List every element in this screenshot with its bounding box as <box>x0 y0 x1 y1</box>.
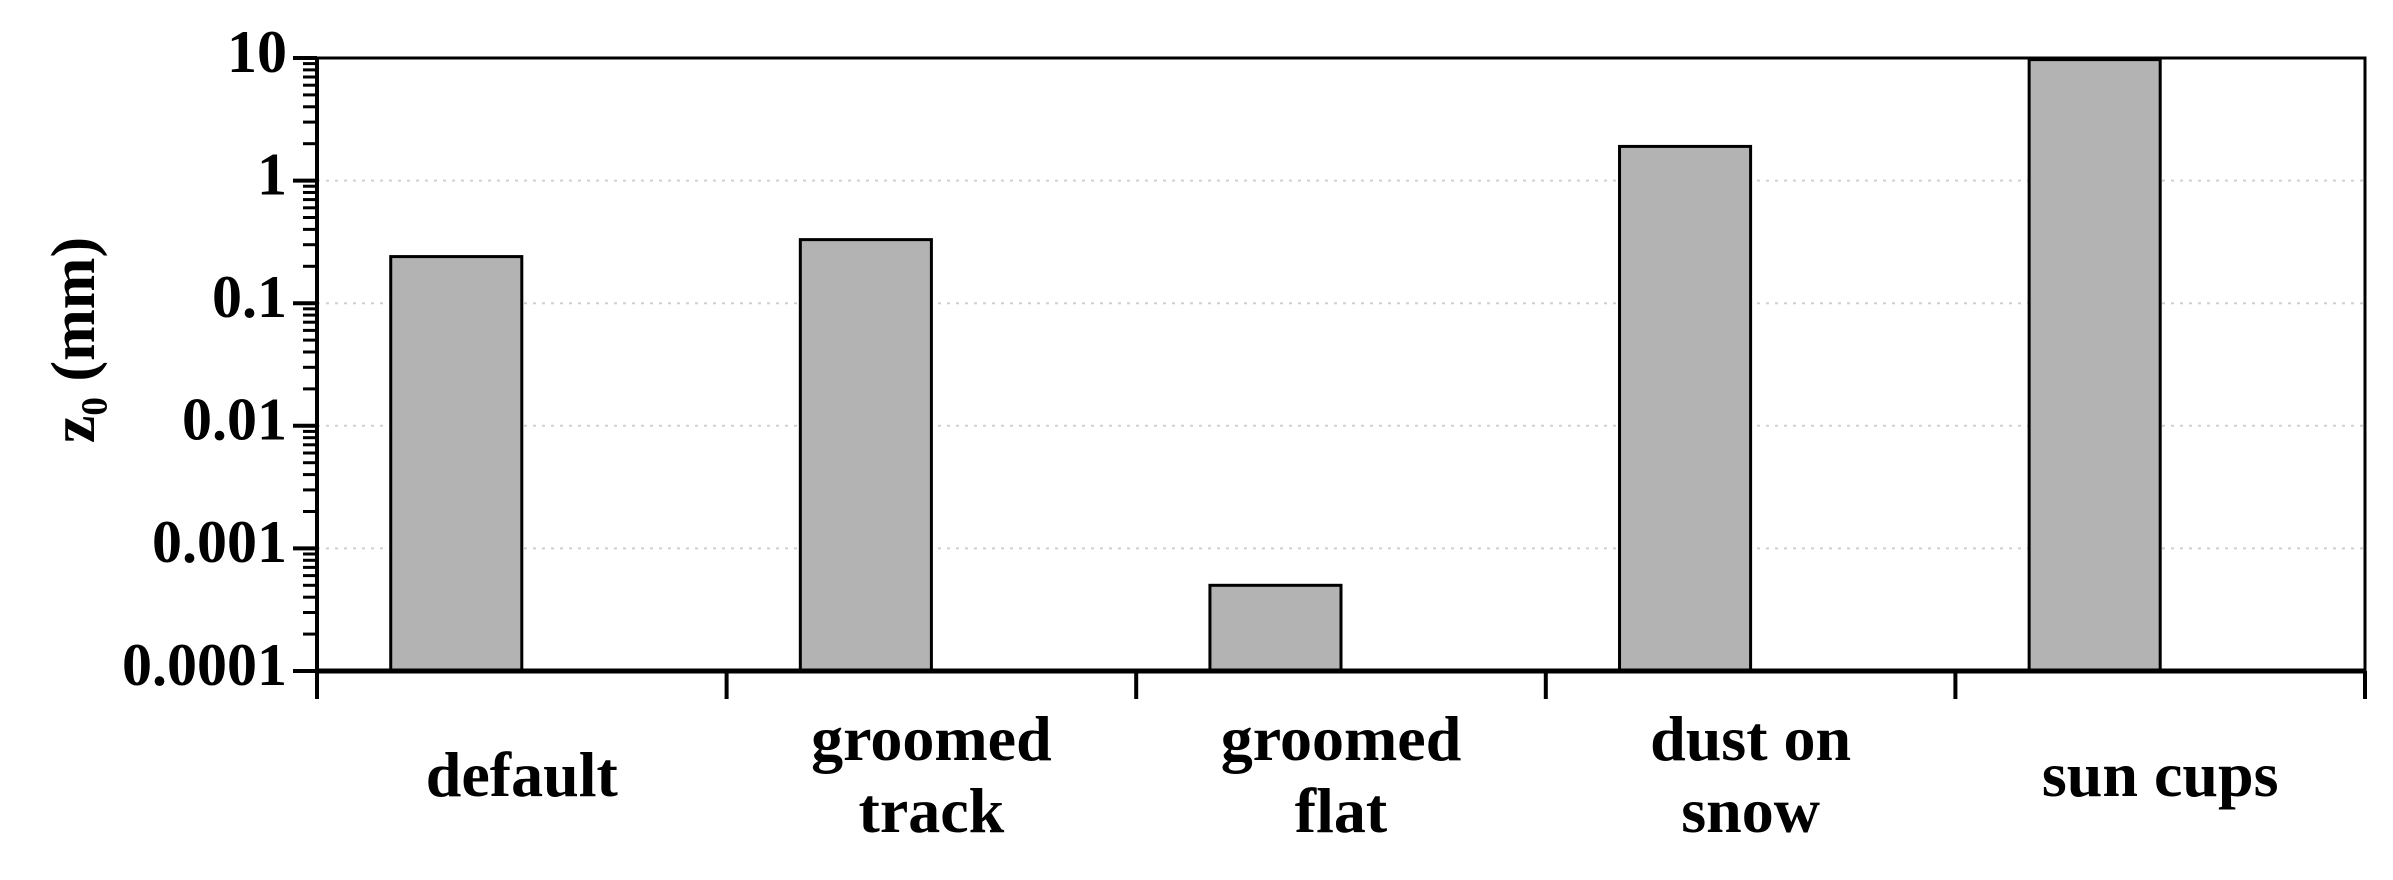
x-tick-label: sun cups <box>2041 739 2279 810</box>
x-tick-label: dust on snow <box>1650 703 1852 846</box>
x-tick-label: groomed track <box>811 703 1052 846</box>
y-tick-label: 0.1 <box>212 264 287 330</box>
y-axis-label: z₀ (mm) <box>40 237 108 443</box>
bar <box>798 238 933 673</box>
y-tick-label: 0.01 <box>182 387 287 453</box>
y-tick-label: 0.0001 <box>122 632 287 698</box>
bar <box>2027 58 2162 673</box>
y-tick-label: 10 <box>227 19 287 85</box>
y-tick-label: 1 <box>257 141 287 207</box>
y-tick-label: 0.001 <box>152 509 287 575</box>
x-tick-label: groomed flat <box>1220 703 1462 846</box>
x-tick-label: default <box>425 739 618 810</box>
bar <box>389 255 524 673</box>
bar <box>1618 144 1753 673</box>
bar <box>1208 583 1343 673</box>
